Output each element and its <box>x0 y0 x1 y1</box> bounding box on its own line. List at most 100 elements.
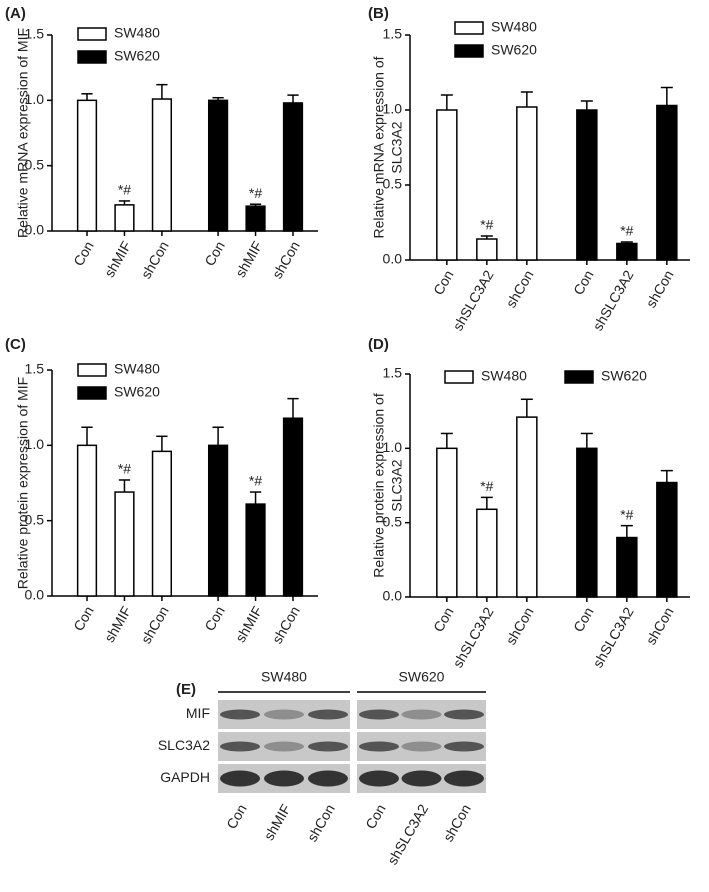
x-tick-label: Con <box>70 238 97 268</box>
bar <box>436 447 458 598</box>
bar <box>76 444 98 597</box>
legend-swatch <box>564 370 594 384</box>
legend-label: SW480 <box>491 19 537 35</box>
y-tick-label: 1.5 <box>25 26 45 42</box>
panel-label: (C) <box>5 336 26 353</box>
band <box>264 741 304 752</box>
bar <box>245 205 266 232</box>
band <box>401 770 442 787</box>
lane-label: shSLC3A2 <box>384 801 431 867</box>
x-tick-label: shCon <box>643 267 677 310</box>
row-label: MIF <box>186 705 210 721</box>
y-tick-label: 0.0 <box>25 222 45 238</box>
x-tick-label: Con <box>430 267 457 297</box>
x-tick-label: shCon <box>269 238 303 281</box>
legend-swatch <box>77 27 107 41</box>
legend-label: SW480 <box>481 368 527 384</box>
x-tick-label: shMIF <box>232 603 265 645</box>
band <box>444 709 484 720</box>
band <box>359 709 399 720</box>
y-tick-label: 0.0 <box>25 587 45 603</box>
bar <box>436 109 458 261</box>
legend-label: SW480 <box>114 25 160 41</box>
band <box>401 709 442 720</box>
y-tick-label: 0.5 <box>383 513 403 529</box>
panel-label: (E) <box>176 681 196 698</box>
band <box>444 741 484 752</box>
x-tick-label: Con <box>430 604 457 634</box>
bar <box>207 99 229 232</box>
y-tick-label: 0.0 <box>383 251 403 267</box>
x-tick-label: Con <box>570 267 597 297</box>
bar <box>282 417 304 597</box>
bar <box>516 106 538 261</box>
x-tick-label: shSLC3A2 <box>589 267 636 333</box>
bar <box>656 481 678 598</box>
legend-swatch <box>77 50 107 64</box>
panel-label: (B) <box>368 5 389 22</box>
y-axis-label: Relative protein expression of <box>371 393 387 578</box>
y-tick-label: 0.5 <box>25 511 45 527</box>
bar <box>616 242 638 261</box>
legend-swatch <box>454 21 484 35</box>
bar <box>576 447 598 598</box>
x-tick-label: shSLC3A2 <box>589 604 636 670</box>
x-tick-label: shCon <box>643 604 677 647</box>
band <box>264 770 304 787</box>
legend-label: SW480 <box>114 361 160 377</box>
x-tick-label: Con <box>201 603 228 633</box>
bar <box>151 450 173 597</box>
x-tick-label: shCon <box>503 604 537 647</box>
y-tick-label: 0.0 <box>383 588 403 604</box>
bar <box>476 508 498 598</box>
x-tick-label: shCon <box>138 603 172 646</box>
lane-label: Con <box>362 801 389 831</box>
annotation: *# <box>620 223 633 239</box>
lane-label: shMIF <box>261 801 294 843</box>
lane-label: Con <box>223 801 250 831</box>
y-tick-label: 1.5 <box>383 365 403 381</box>
legend-swatch <box>77 386 107 400</box>
y-tick-label: 0.5 <box>383 176 403 192</box>
x-tick-label: shMIF <box>232 238 265 280</box>
x-tick-label: shSLC3A2 <box>449 604 496 670</box>
annotation: *# <box>249 185 262 201</box>
band <box>359 770 399 787</box>
legend-label: SW620 <box>601 368 647 384</box>
annotation: *# <box>480 217 493 233</box>
band <box>220 770 260 787</box>
y-tick-label: 0.5 <box>25 156 45 172</box>
annotation: *# <box>249 473 262 489</box>
group-label: SW620 <box>399 669 445 685</box>
legend-swatch <box>454 44 484 58</box>
legend-swatch <box>77 363 107 377</box>
band <box>220 741 260 752</box>
row-label: GAPDH <box>160 769 210 785</box>
lane-label: shCon <box>304 801 338 844</box>
annotation: *# <box>118 461 131 477</box>
legend-label: SW620 <box>114 384 160 400</box>
bar <box>151 98 173 232</box>
y-tick-label: 1.0 <box>25 436 45 452</box>
panel-label: (D) <box>368 336 389 353</box>
legend-label: SW620 <box>491 42 537 58</box>
band <box>308 709 348 720</box>
band <box>444 770 484 787</box>
y-axis-label: Relative mRNA expression of MIF <box>15 28 31 238</box>
y-tick-label: 1.0 <box>383 101 403 117</box>
x-tick-label: Con <box>570 604 597 634</box>
legend-label: SW620 <box>114 48 160 64</box>
annotation: *# <box>480 478 493 494</box>
band <box>220 709 260 720</box>
x-tick-label: shCon <box>269 603 303 646</box>
y-axis-label: SLC3A2 <box>389 459 405 511</box>
bar <box>114 204 135 232</box>
x-tick-label: shCon <box>503 267 537 310</box>
x-tick-label: Con <box>70 603 97 633</box>
y-tick-label: 1.5 <box>25 361 45 377</box>
y-axis-label: SLC3A2 <box>389 121 405 173</box>
y-tick-label: 1.0 <box>383 439 403 455</box>
annotation: *# <box>118 182 131 198</box>
x-tick-label: Con <box>201 238 228 268</box>
